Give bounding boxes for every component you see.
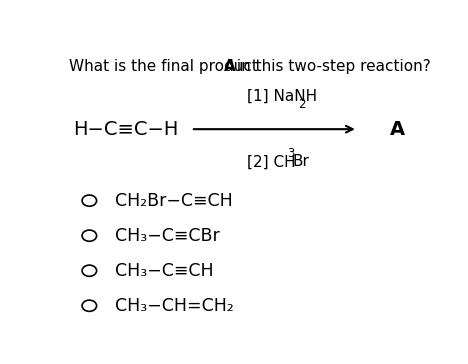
- Text: CH₃−C≡CH: CH₃−C≡CH: [115, 262, 213, 280]
- Text: in this two-step reaction?: in this two-step reaction?: [232, 59, 431, 74]
- Text: What is the final product: What is the final product: [69, 59, 263, 74]
- Text: A: A: [224, 59, 236, 74]
- Text: H−C≡C−H: H−C≡C−H: [73, 120, 178, 139]
- Text: CH₂Br−C≡CH: CH₂Br−C≡CH: [115, 191, 233, 210]
- Text: [1] NaNH: [1] NaNH: [247, 89, 317, 104]
- Text: [2] CH: [2] CH: [247, 154, 296, 169]
- Text: 3: 3: [287, 147, 294, 161]
- Text: 2: 2: [299, 98, 306, 111]
- Text: CH₃−CH=CH₂: CH₃−CH=CH₂: [115, 297, 234, 315]
- Text: CH₃−C≡CBr: CH₃−C≡CBr: [115, 227, 219, 245]
- Text: Br: Br: [292, 154, 309, 169]
- Text: A: A: [390, 120, 405, 139]
